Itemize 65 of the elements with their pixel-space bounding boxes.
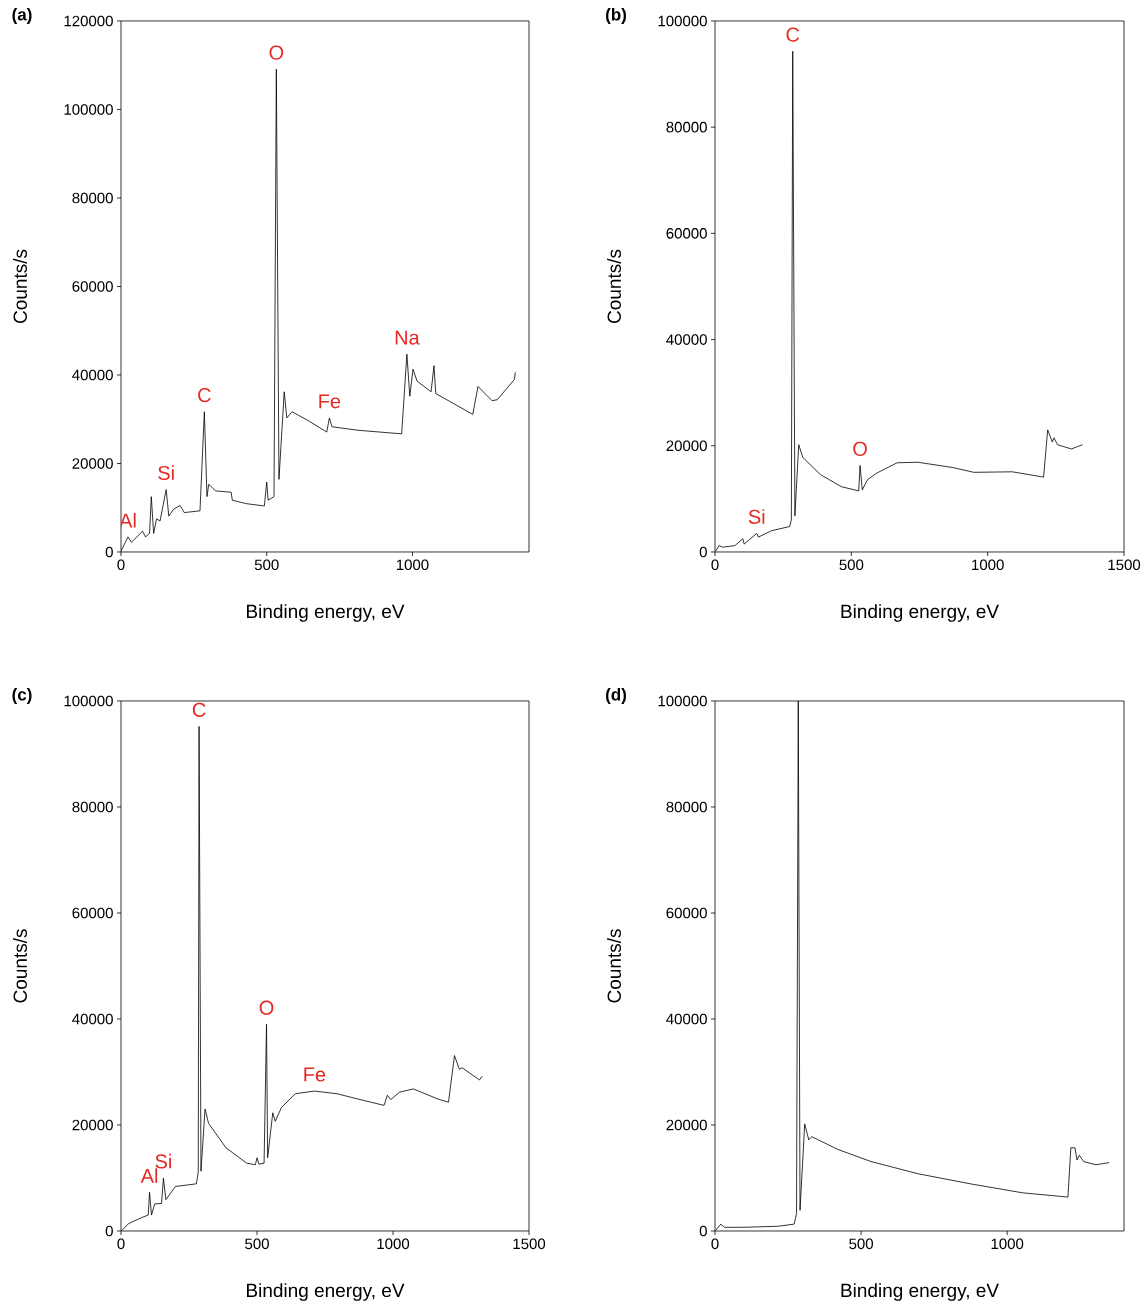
annotation: O (259, 1000, 274, 1015)
x-tick-label: 0 (711, 559, 719, 571)
y-tick-label: 40000 (666, 334, 707, 345)
y-tick-label: 40000 (72, 369, 113, 381)
y-tick-label: 100000 (64, 104, 113, 115)
y-tick-label: 60000 (666, 228, 707, 239)
annotation: Fe (319, 394, 341, 409)
y-axis-title: Counts/s (13, 929, 27, 1003)
annotation: Si (155, 1153, 171, 1169)
y-tick-label: 0 (699, 1225, 707, 1237)
x-tick-label: 500 (839, 559, 864, 571)
annotation: Si (748, 509, 765, 524)
annotation: O (269, 45, 284, 60)
y-tick-label: 60000 (72, 281, 113, 292)
chart-title: (a) (12, 8, 32, 24)
x-tick-label: 1500 (1108, 559, 1141, 571)
annotation: Al (140, 1168, 158, 1183)
x-tick-label: 1000 (972, 559, 1004, 571)
x-tick-label: 0 (117, 1238, 125, 1250)
y-tick-label: 60000 (72, 907, 113, 919)
annotation: C (786, 27, 800, 42)
annotation: Al (119, 512, 136, 528)
y-tick-label: 20000 (72, 458, 113, 469)
y-tick-label: 80000 (72, 801, 113, 813)
y-tick-label: 100000 (658, 695, 707, 707)
x-tick-label: 0 (117, 559, 125, 571)
chart-title: (b) (606, 8, 627, 24)
x-tick-label: 0 (711, 1238, 719, 1250)
y-tick-label: 0 (105, 1225, 113, 1237)
y-tick-label: 80000 (666, 121, 707, 133)
x-tick-label: 1500 (513, 1238, 546, 1250)
y-tick-label: 100000 (64, 695, 113, 707)
chart-title: (c) (12, 688, 32, 704)
y-tick-label: 100000 (658, 15, 707, 27)
x-axis-title: Binding energy, eV (246, 1283, 405, 1301)
y-tick-label: 120000 (64, 15, 113, 27)
y-tick-label: 0 (699, 546, 707, 558)
y-axis-title: Counts/s (607, 249, 621, 323)
x-tick-label: 1000 (991, 1238, 1024, 1250)
x-axis-title: Binding energy, eV (841, 604, 999, 622)
annotation: C (198, 388, 211, 403)
annotation: C (192, 702, 206, 717)
chart-title: (d) (606, 688, 627, 704)
x-axis-title: Binding energy, eV (246, 604, 405, 622)
y-tick-label: 40000 (666, 1013, 707, 1025)
y-tick-label: 20000 (666, 1119, 707, 1131)
y-tick-label: 40000 (72, 1013, 113, 1025)
x-axis-title: Binding energy, eV (841, 1283, 999, 1301)
y-tick-label: 20000 (666, 440, 707, 452)
x-tick-label: 1000 (377, 1238, 410, 1250)
y-tick-label: 80000 (666, 801, 707, 813)
annotation: Si (158, 465, 174, 481)
y-axis-title: Counts/s (13, 249, 27, 323)
x-tick-label: 1000 (396, 559, 429, 571)
annotation: Na (395, 330, 420, 345)
y-tick-label: 20000 (72, 1119, 113, 1131)
x-tick-label: 500 (849, 1238, 873, 1250)
annotation: Fe (304, 1067, 326, 1082)
x-tick-label: 500 (254, 559, 279, 571)
y-axis-title: Counts/s (607, 929, 621, 1003)
y-tick-label: 0 (105, 546, 113, 558)
y-tick-label: 80000 (72, 192, 113, 204)
annotation: O (853, 441, 867, 456)
y-tick-label: 60000 (666, 907, 707, 919)
x-tick-label: 500 (245, 1238, 269, 1250)
